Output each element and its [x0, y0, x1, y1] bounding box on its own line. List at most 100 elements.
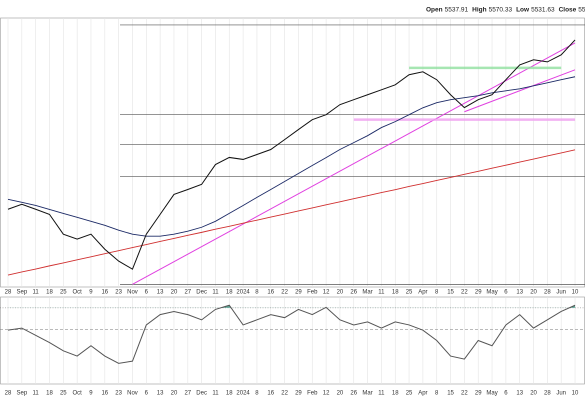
x-tick-label: 20 — [337, 391, 344, 397]
readout-value: 5537.91 — [445, 7, 469, 14]
x-tick-label: 29 — [295, 391, 302, 397]
x-tick-label: 8 — [435, 290, 439, 296]
readout-label: Close — [559, 7, 577, 14]
x-tick-label: 26 — [350, 290, 357, 296]
x-tick-label: Jun — [556, 391, 566, 397]
x-tick-label: 11 — [33, 391, 40, 397]
x-tick-label: 6 — [145, 290, 149, 296]
panel-frame — [0, 17, 585, 288]
x-tick-label: 11 — [212, 290, 219, 296]
x-tick-label: 15 — [447, 391, 454, 397]
x-tick-label: 2024 — [236, 290, 250, 296]
x-tick-label: 16 — [267, 391, 274, 397]
x-tick-label: Nov — [127, 290, 138, 296]
x-tick-label: 15 — [447, 290, 454, 296]
panel-frame — [0, 296, 585, 385]
x-tick-label: 26 — [350, 391, 357, 397]
x-tick-label: 8 — [435, 391, 439, 397]
series-line — [7, 304, 576, 364]
series-line — [7, 39, 576, 270]
x-tick-label: 11 — [378, 290, 385, 296]
x-tick-label: 13 — [157, 290, 164, 296]
x-tick-label: Dec — [196, 391, 207, 397]
x-tick-label: 29 — [475, 290, 482, 296]
x-tick-label: Dec — [196, 290, 207, 296]
x-tick-label: 25 — [406, 290, 413, 296]
x-tick-label: Nov — [127, 391, 138, 397]
x-tick-label: 22 — [281, 290, 288, 296]
x-tick-label: 6 — [504, 290, 508, 296]
readout-value: 5567.19 — [578, 7, 585, 14]
x-tick-label: 10 — [572, 290, 579, 296]
x-tick-label: Mar — [362, 391, 372, 397]
x-tick-label: 20 — [337, 290, 344, 296]
x-tick-label: Oct — [72, 290, 82, 296]
x-tick-label: 12 — [323, 290, 330, 296]
x-tick-label: 27 — [184, 290, 191, 296]
x-tick-label: 27 — [184, 391, 191, 397]
x-tick-label: May — [486, 290, 497, 296]
x-tick-label: 2024 — [236, 391, 250, 397]
x-tick-label: 29 — [475, 391, 482, 397]
x-tick-label: 6 — [145, 391, 149, 397]
x-tick-label: 16 — [101, 290, 108, 296]
x-tick-label: 6 — [504, 391, 508, 397]
x-tick-label: 16 — [267, 290, 274, 296]
x-tick-label: 18 — [226, 391, 233, 397]
x-tick-label: Oct — [72, 391, 82, 397]
x-tick-label: 28 — [544, 391, 551, 397]
x-tick-label: 23 — [115, 290, 122, 296]
x-tick-label: 8 — [255, 391, 259, 397]
x-tick-label: 20 — [171, 290, 178, 296]
x-tick-label: Apr — [418, 391, 427, 397]
x-tick-label: Sep — [16, 290, 27, 296]
x-tick-label: Sep — [16, 391, 27, 397]
x-tick-label: Feb — [307, 290, 318, 296]
x-tick-label: 9 — [89, 391, 93, 397]
x-tick-label: 18 — [392, 391, 399, 397]
x-tick-label: 20 — [530, 391, 537, 397]
x-tick-label: 18 — [46, 290, 53, 296]
x-tick-label: 18 — [226, 290, 233, 296]
x-tick-label: 11 — [378, 391, 385, 397]
readout-value: 5570.33 — [489, 7, 513, 14]
x-tick-label: 11 — [212, 391, 219, 397]
x-tick-label: 8 — [255, 290, 259, 296]
x-tick-label: 22 — [461, 290, 468, 296]
x-tick-label: 23 — [115, 391, 122, 397]
x-tick-label: May — [486, 391, 497, 397]
x-tick-label: 20 — [171, 391, 178, 397]
readout-label: Low — [516, 7, 530, 14]
x-tick-label: Mar — [362, 290, 372, 296]
x-tick-label: 22 — [281, 391, 288, 397]
readout-label: High — [472, 7, 486, 14]
x-tick-label: 11 — [33, 290, 40, 296]
x-tick-label: 25 — [60, 391, 67, 397]
x-tick-label: 20 — [530, 290, 537, 296]
trendline — [132, 42, 576, 285]
x-tick-label: Jun — [556, 290, 566, 296]
x-tick-label: 28 — [5, 391, 12, 397]
x-tick-label: Apr — [418, 290, 427, 296]
readout-value: 5531.63 — [531, 7, 555, 14]
x-tick-label: 18 — [392, 290, 399, 296]
x-tick-label: 25 — [60, 290, 67, 296]
x-tick-label: 13 — [157, 391, 164, 397]
x-tick-label: 9 — [89, 290, 93, 296]
x-tick-label: 29 — [295, 290, 302, 296]
x-tick-label: 18 — [46, 391, 53, 397]
x-tick-label: 22 — [461, 391, 468, 397]
x-tick-label: 10 — [572, 391, 579, 397]
x-tick-label: 13 — [516, 391, 523, 397]
series-line — [7, 149, 576, 276]
x-tick-label: 28 — [544, 290, 551, 296]
x-tick-label: 16 — [101, 391, 108, 397]
x-tick-label: 13 — [516, 290, 523, 296]
x-tick-label: 12 — [323, 391, 330, 397]
x-tick-label: 25 — [406, 391, 413, 397]
readout-label: Open — [426, 7, 443, 14]
x-tick-label: Feb — [307, 391, 318, 397]
x-tick-label: 28 — [5, 290, 12, 296]
